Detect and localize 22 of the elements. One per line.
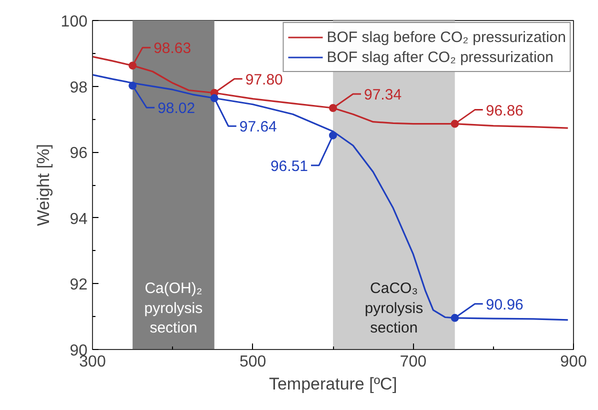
data-label: 98.02	[158, 100, 196, 118]
band-label: Ca(OH)₂ pyrolysis section	[144, 280, 203, 336]
x-tick-label: 900	[560, 354, 587, 370]
x-tick-label: 500	[239, 354, 266, 370]
data-label: 97.80	[245, 71, 283, 88]
y-tick-label: 94	[70, 210, 88, 228]
data-label: 97.34	[364, 86, 402, 104]
legend-label: BOF slag before CO₂ pressurization	[326, 28, 566, 46]
x-axis-title: Temperature [ºC]	[268, 374, 398, 394]
data-label: 96.86	[486, 102, 524, 120]
data-label: 90.96	[486, 296, 524, 314]
y-tick-label: 98	[70, 79, 88, 96]
band-label: CaCO₃ pyrolysis section	[364, 280, 424, 336]
data-label: 98.63	[154, 40, 192, 58]
x-tick-label: 700	[400, 354, 427, 370]
y-tick-label: 96	[70, 145, 88, 162]
y-axis-title: Weight [%]	[34, 144, 53, 226]
y-tick-label: 92	[70, 276, 88, 294]
data-label: 96.51	[270, 158, 308, 175]
data-label: 97.64	[239, 118, 277, 136]
y-tick-label: 100	[60, 14, 88, 30]
legend-label: BOF slag after CO₂ pressurization	[326, 48, 554, 66]
